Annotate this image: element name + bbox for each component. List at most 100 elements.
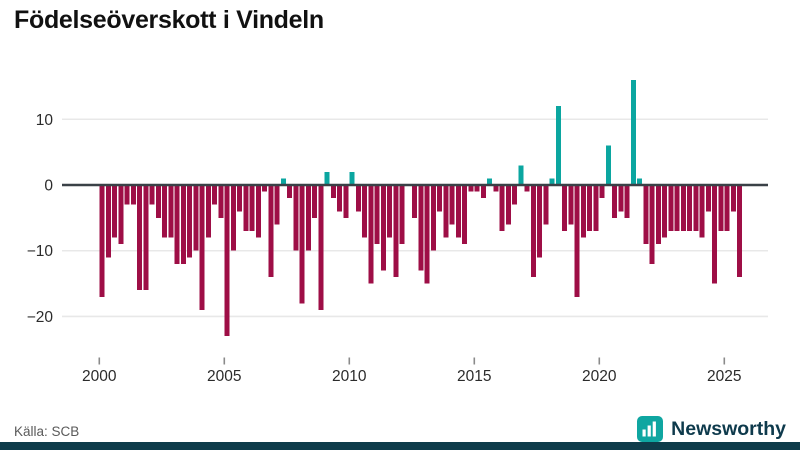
bar-2017Q1 [524, 185, 530, 192]
bar-2000Q1 [99, 185, 105, 297]
bar-2022Q3 [662, 185, 668, 238]
y-tick-label-0: 0 [44, 178, 53, 195]
bar-2017Q4 [543, 185, 549, 225]
bar-2005Q2 [230, 185, 236, 251]
bar-2021Q4 [643, 185, 649, 245]
bar-2021Q3 [637, 178, 643, 185]
bar-2017Q2 [530, 185, 536, 278]
bar-2011Q1 [374, 185, 380, 245]
bar-2021Q2 [630, 79, 636, 185]
bar-2011Q3 [387, 185, 393, 238]
bar-2016Q2 [505, 185, 511, 225]
bar-2020Q1 [599, 185, 605, 199]
bar-2024Q3 [712, 185, 718, 284]
bar-2013Q4 [443, 185, 449, 238]
bar-2003Q3 [187, 185, 193, 258]
bar-2015Q2 [480, 185, 486, 199]
bar-2012Q1 [399, 185, 405, 245]
bar-2023Q4 [693, 185, 699, 232]
bar-2025Q2 [730, 185, 736, 212]
bar-2010Q2 [355, 185, 361, 212]
y-tick-label--20: −20 [27, 309, 54, 326]
bar-2022Q2 [655, 185, 661, 245]
bar-2024Q2 [705, 185, 711, 212]
bar-2004Q3 [212, 185, 218, 205]
newsworthy-logo-text: Newsworthy [671, 417, 786, 440]
bar-2007Q4 [293, 185, 299, 251]
bar-2001Q4 [143, 185, 149, 291]
bar-2005Q1 [224, 185, 230, 337]
bar-2007Q3 [287, 185, 293, 199]
bar-2006Q3 [262, 185, 268, 192]
bar-2016Q3 [512, 185, 518, 205]
bar-2017Q3 [537, 185, 543, 258]
bar-2009Q1 [324, 171, 330, 185]
bar-2004Q4 [218, 185, 224, 218]
x-tick-label-2000: 2000 [82, 368, 117, 385]
bar-2024Q4 [718, 185, 724, 232]
newsworthy-logo[interactable]: Newsworthy [637, 416, 786, 442]
bar-2019Q2 [580, 185, 586, 238]
bar-2014Q2 [455, 185, 461, 238]
bar-2002Q1 [149, 185, 155, 205]
bar-2008Q4 [318, 185, 324, 310]
bar-2009Q3 [337, 185, 343, 212]
bar-2003Q4 [193, 185, 199, 251]
bar-2002Q4 [168, 185, 174, 238]
bar-2014Q3 [462, 185, 468, 245]
chart-plot-area: 10 0 −10 −20 2000 2005 2010 2015 2020 2025 [27, 79, 768, 385]
x-tick-label-2020: 2020 [582, 368, 617, 385]
bar-2001Q3 [137, 185, 143, 291]
bar-2012Q3 [412, 185, 418, 218]
bar-2022Q1 [649, 185, 655, 264]
bar-2014Q4 [468, 185, 474, 192]
bar-2001Q1 [124, 185, 130, 205]
y-tick-label-10: 10 [36, 112, 54, 129]
bar-2018Q1 [549, 178, 555, 185]
bar-2018Q3 [562, 185, 568, 232]
bar-2011Q2 [380, 185, 386, 271]
x-tick-label-2010: 2010 [332, 368, 367, 385]
bar-2001Q2 [130, 185, 136, 205]
bar-2013Q2 [430, 185, 436, 251]
page-title: Födelseöverskott i Vindeln [14, 6, 324, 34]
bar-2020Q2 [605, 145, 611, 185]
bar-2008Q3 [312, 185, 318, 218]
bar-2008Q2 [305, 185, 311, 251]
bar-2006Q4 [268, 185, 274, 278]
bar-2012Q4 [418, 185, 424, 271]
bar-2004Q1 [199, 185, 205, 310]
bar-2010Q4 [368, 185, 374, 284]
bar-2014Q1 [449, 185, 455, 225]
bar-2018Q2 [555, 106, 561, 185]
bar-2005Q4 [243, 185, 249, 232]
bar-2025Q1 [724, 185, 730, 232]
y-tick-label--10: −10 [27, 243, 54, 260]
bar-2020Q4 [618, 185, 624, 212]
bar-chart-icon [637, 416, 664, 442]
bar-2021Q1 [624, 185, 630, 218]
bar-2004Q2 [205, 185, 211, 238]
bar-2019Q3 [587, 185, 593, 232]
bar-2015Q3 [487, 178, 493, 185]
x-tick-label-2025: 2025 [707, 368, 741, 385]
bar-2009Q4 [343, 185, 349, 218]
bar-2000Q4 [118, 185, 124, 245]
bar-2023Q3 [687, 185, 693, 232]
bar-2007Q2 [280, 178, 286, 185]
bar-2002Q2 [155, 185, 161, 218]
bar-2003Q1 [174, 185, 180, 264]
bar-2023Q2 [680, 185, 686, 232]
bar-2010Q3 [362, 185, 368, 238]
bar-2000Q3 [112, 185, 118, 238]
bar-2000Q2 [105, 185, 111, 258]
bar-2002Q3 [162, 185, 168, 238]
bar-2005Q3 [237, 185, 243, 212]
bar-2019Q1 [574, 185, 580, 297]
bar-2024Q1 [699, 185, 705, 238]
bar-2016Q1 [499, 185, 505, 232]
bar-2010Q1 [349, 171, 355, 185]
bar-2016Q4 [518, 165, 524, 185]
x-tick-label-2015: 2015 [457, 368, 491, 385]
bar-2013Q3 [437, 185, 443, 212]
